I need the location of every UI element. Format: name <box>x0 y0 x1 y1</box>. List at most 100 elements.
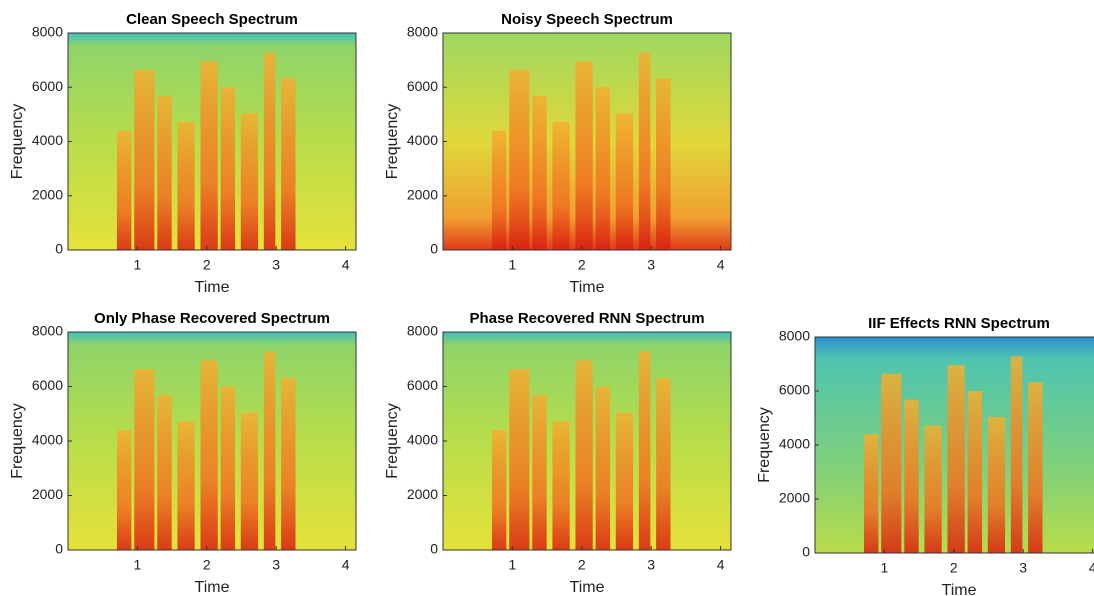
chart-title: Phase Recovered RNN Spectrum <box>469 310 704 327</box>
spectrogram-energy <box>638 52 651 250</box>
x-tick-label: 2 <box>203 557 211 573</box>
y-axis-label: Frequency <box>384 104 401 180</box>
spectrogram-energy <box>987 416 1006 553</box>
spectrogram-energy <box>240 113 259 250</box>
spectrogram-energy <box>881 373 902 553</box>
spectrogram-energy <box>967 391 983 553</box>
spectrogram-energy <box>575 61 593 251</box>
x-tick-label: 2 <box>950 560 958 576</box>
x-tick-label: 4 <box>717 257 725 273</box>
y-tick-label: 2000 <box>32 486 63 502</box>
spectrogram-energy <box>177 121 195 250</box>
x-tick-label: 1 <box>508 257 516 273</box>
spectrogram-energy <box>116 130 132 250</box>
x-axis-label: Time <box>570 579 605 596</box>
spectrogram-energy <box>134 369 155 550</box>
spectrogram-energy <box>157 395 172 550</box>
spectrogram-energy <box>552 421 570 550</box>
spectrogram-energy <box>1010 356 1023 553</box>
spectrogram-energy <box>240 412 259 550</box>
y-tick-label: 2000 <box>407 486 438 502</box>
panel: 0 2000 4000 6000 8000 1 2 3 4 Noisy Speech Spectr… <box>384 11 732 296</box>
y-tick-label: 4000 <box>779 436 810 452</box>
y-tick-label: 6000 <box>32 78 63 94</box>
y-tick-label: 4000 <box>32 432 63 448</box>
y-tick-label: 2000 <box>32 186 63 202</box>
spectrogram-energy <box>532 95 547 251</box>
panel: 0 2000 4000 6000 8000 1 2 3 4 Clean Speech Spectr… <box>9 11 357 296</box>
x-tick-label: 1 <box>133 257 141 273</box>
x-axis-label: Time <box>942 582 977 596</box>
y-tick-label: 4000 <box>407 432 438 448</box>
x-tick-label: 2 <box>578 257 586 273</box>
y-axis-label: Frequency <box>756 407 773 483</box>
x-tick-label: 4 <box>342 257 350 273</box>
y-tick-label: 0 <box>430 541 438 557</box>
x-tick-label: 3 <box>647 557 655 573</box>
spectrogram-energy <box>656 377 671 550</box>
spectrogram-energy <box>263 52 276 250</box>
spectrogram-energy <box>595 87 611 250</box>
spectrogram-energy <box>552 121 570 250</box>
y-axis-label: Frequency <box>9 403 26 479</box>
spectrogram-energy <box>595 386 611 550</box>
y-tick-label: 4000 <box>407 132 438 148</box>
y-axis-label: Frequency <box>9 104 26 180</box>
spectrogram-energy <box>220 386 236 550</box>
y-axis-label: Frequency <box>384 403 401 479</box>
spectrogram-energy <box>220 87 236 250</box>
x-axis-label: Time <box>195 579 230 596</box>
spectrogram-energy <box>656 78 671 250</box>
chart-title: Clean Speech Spectrum <box>126 11 298 28</box>
y-tick-label: 8000 <box>407 24 438 40</box>
y-tick-label: 8000 <box>407 323 438 339</box>
x-tick-label: 3 <box>272 257 280 273</box>
panel: 0 2000 4000 6000 8000 1 2 3 4 IIF Effects RNN Spe… <box>756 315 1094 596</box>
x-tick-label: 4 <box>342 557 350 573</box>
spectrogram-energy <box>615 113 634 250</box>
x-axis-label: Time <box>570 279 605 296</box>
spectrogram-energy <box>200 360 218 550</box>
x-tick-label: 1 <box>508 557 516 573</box>
spectrogram-energy <box>863 434 879 553</box>
spectrogram-energy <box>509 369 530 550</box>
y-tick-label: 8000 <box>32 24 63 40</box>
spectrogram-energy <box>116 430 132 550</box>
spectrogram-energy <box>263 351 276 550</box>
spectrogram-energy <box>638 351 651 550</box>
y-tick-label: 0 <box>55 241 63 257</box>
spectrogram-energy <box>157 95 172 251</box>
y-tick-label: 0 <box>55 541 63 557</box>
spectrogram-energy <box>509 69 530 250</box>
chart-title: Noisy Speech Spectrum <box>501 11 673 28</box>
x-tick-label: 1 <box>880 560 888 576</box>
chart-title: Only Phase Recovered Spectrum <box>94 310 330 327</box>
y-tick-label: 2000 <box>779 490 810 506</box>
spectrogram-energy <box>575 360 593 550</box>
spectrogram-energy <box>947 365 965 553</box>
x-tick-label: 2 <box>203 257 211 273</box>
spectrogram-energy <box>1028 382 1043 553</box>
y-tick-label: 2000 <box>407 186 438 202</box>
panel: 0 2000 4000 6000 8000 1 2 3 4 Phase Recovered RNN… <box>384 310 732 596</box>
y-tick-label: 6000 <box>32 377 63 393</box>
spectrogram-energy <box>615 412 634 550</box>
spectrogram-energy <box>532 395 547 550</box>
x-tick-label: 2 <box>578 557 586 573</box>
chart-title: IIF Effects RNN Spectrum <box>868 315 1050 332</box>
x-tick-label: 4 <box>1089 560 1094 576</box>
y-tick-label: 4000 <box>32 132 63 148</box>
spectrogram-energy <box>924 425 942 553</box>
panel: 0 2000 4000 6000 8000 1 2 3 4 Only Phase Recovere… <box>9 310 357 596</box>
y-tick-label: 0 <box>802 544 810 560</box>
spectrogram-energy <box>904 399 919 553</box>
x-tick-label: 4 <box>717 557 725 573</box>
x-tick-label: 3 <box>1019 560 1027 576</box>
y-tick-label: 0 <box>430 241 438 257</box>
spectrogram-energy <box>281 78 296 250</box>
y-tick-label: 6000 <box>407 78 438 94</box>
spectrogram-energy <box>200 61 218 251</box>
spectrogram-energy <box>177 421 195 550</box>
y-tick-label: 8000 <box>32 323 63 339</box>
